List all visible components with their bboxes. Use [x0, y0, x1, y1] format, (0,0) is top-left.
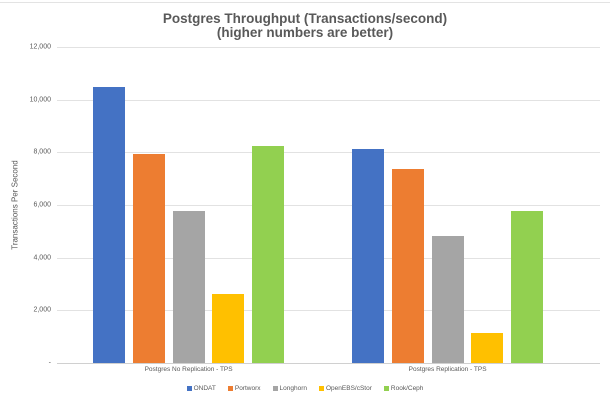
y-tick-label: 12,000: [29, 43, 51, 51]
y-tick-label: -: [48, 359, 51, 367]
legend-swatch-icon: [227, 386, 233, 391]
legend: ONDAT Portworx Longhorn OpenEBS/cStor Rook/C…: [0, 385, 610, 392]
gridline: [57, 47, 600, 48]
x-category-label: Postgres No Replication - TPS: [144, 366, 233, 373]
gridline: [57, 310, 600, 312]
y-tick-label: 2,000: [33, 306, 51, 314]
legend-item: ONDAT: [186, 385, 216, 392]
gridline: [57, 257, 600, 259]
gridline: [57, 99, 600, 101]
legend-label: ONDAT: [193, 385, 216, 392]
y-tick-label: 10,000: [29, 96, 51, 104]
gridline: [57, 205, 600, 206]
y-tick-label: 8,000: [33, 148, 51, 156]
plot-area: [57, 47, 600, 364]
chart-subtitle: (higher numbers are better): [216, 25, 394, 40]
gridline: [57, 152, 600, 154]
legend-label: Rook/Ceph: [390, 385, 424, 392]
bar-openebs-cstor: [471, 333, 504, 363]
y-tick-label: 4,000: [33, 254, 51, 262]
bar-rook-ceph: [511, 211, 544, 363]
bar-longhorn: [431, 235, 464, 363]
legend-swatch-icon: [319, 386, 324, 391]
legend-label: OpenEBS/cStor: [326, 385, 372, 392]
bar-openebs-cstor: [212, 293, 245, 363]
legend-swatch-icon: [186, 386, 192, 391]
legend-item: Portworx: [227, 385, 261, 392]
legend-item: Rook/Ceph: [383, 385, 424, 392]
legend-item: OpenEBS/cStor: [319, 385, 372, 392]
x-category-label: Postgres Replication - TPS: [408, 366, 487, 373]
bar-ondat: [93, 86, 125, 363]
bar-portworx: [132, 153, 165, 363]
top-border: [0, 2, 610, 3]
bar-longhorn: [172, 210, 205, 363]
chart-title: Postgres Throughput (Transactions/second…: [162, 11, 448, 26]
bar-ondat: [352, 148, 384, 363]
legend-label: Longhorn: [279, 385, 307, 392]
legend-swatch-icon: [272, 386, 278, 391]
bar-portworx: [391, 169, 424, 363]
legend-label: Portworx: [234, 385, 261, 392]
gridline: [57, 363, 600, 364]
legend-item: Longhorn: [272, 385, 307, 392]
legend-swatch-icon: [383, 386, 389, 391]
bar-rook-ceph: [252, 146, 285, 363]
y-tick-label: 6,000: [33, 201, 51, 209]
